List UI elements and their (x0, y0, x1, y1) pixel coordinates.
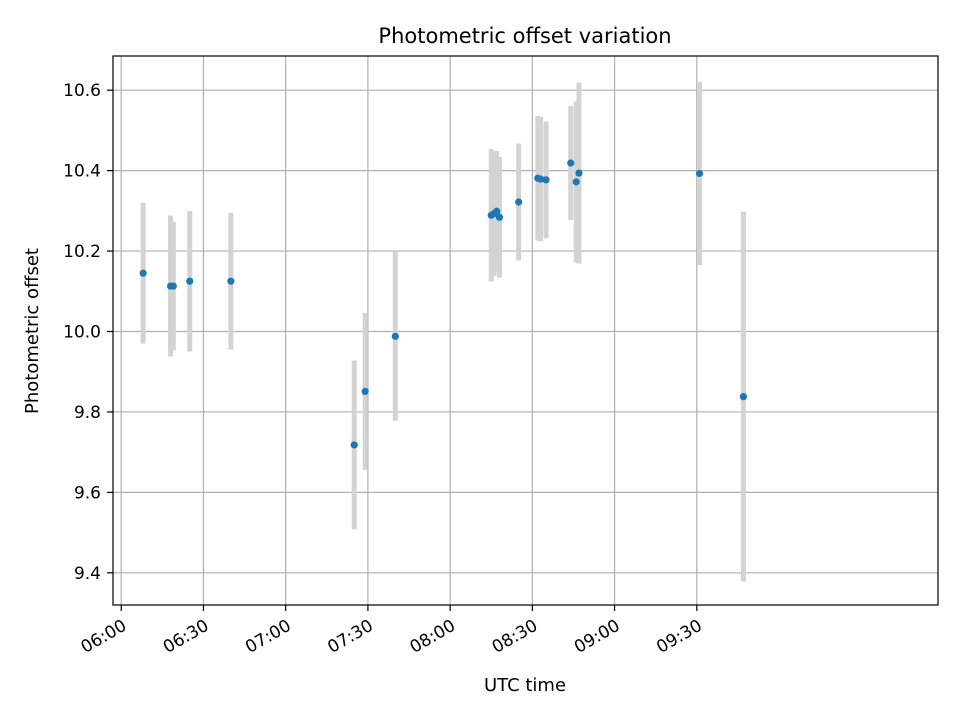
data-point (515, 198, 523, 206)
y-tick-label: 9.8 (74, 403, 101, 423)
data-point (495, 213, 504, 221)
y-tick-label: 9.4 (74, 564, 101, 584)
y-tick-label: 10.6 (63, 81, 101, 101)
data-point (227, 277, 235, 285)
data-point (186, 277, 194, 285)
x-axis-label: UTC time (484, 675, 566, 696)
y-axis: 9.4 9.6 9.8 10.0 10.2 10.4 10.6 (63, 81, 113, 584)
y-tick-label: 10.0 (63, 323, 101, 343)
data-point (169, 282, 177, 290)
y-axis-label: Photometric offset (22, 248, 43, 414)
y-tick-label: 10.4 (63, 162, 101, 182)
data-point (739, 393, 747, 401)
y-tick-label: 9.6 (74, 483, 101, 503)
plot-frame (112, 55, 939, 606)
data-point (361, 387, 369, 396)
grid (113, 56, 938, 605)
data-point (493, 207, 501, 215)
data-point (542, 176, 550, 184)
data-point (391, 332, 399, 340)
chart-title: Photometric offset variation (378, 24, 671, 48)
data-point (572, 178, 580, 186)
y-tick-label: 10.2 (63, 242, 101, 262)
points (139, 159, 747, 449)
data-point (575, 169, 583, 177)
data-point (567, 159, 575, 167)
data-point (536, 175, 545, 183)
data-point (695, 169, 704, 178)
data-point (139, 269, 147, 277)
data-point (350, 441, 358, 449)
